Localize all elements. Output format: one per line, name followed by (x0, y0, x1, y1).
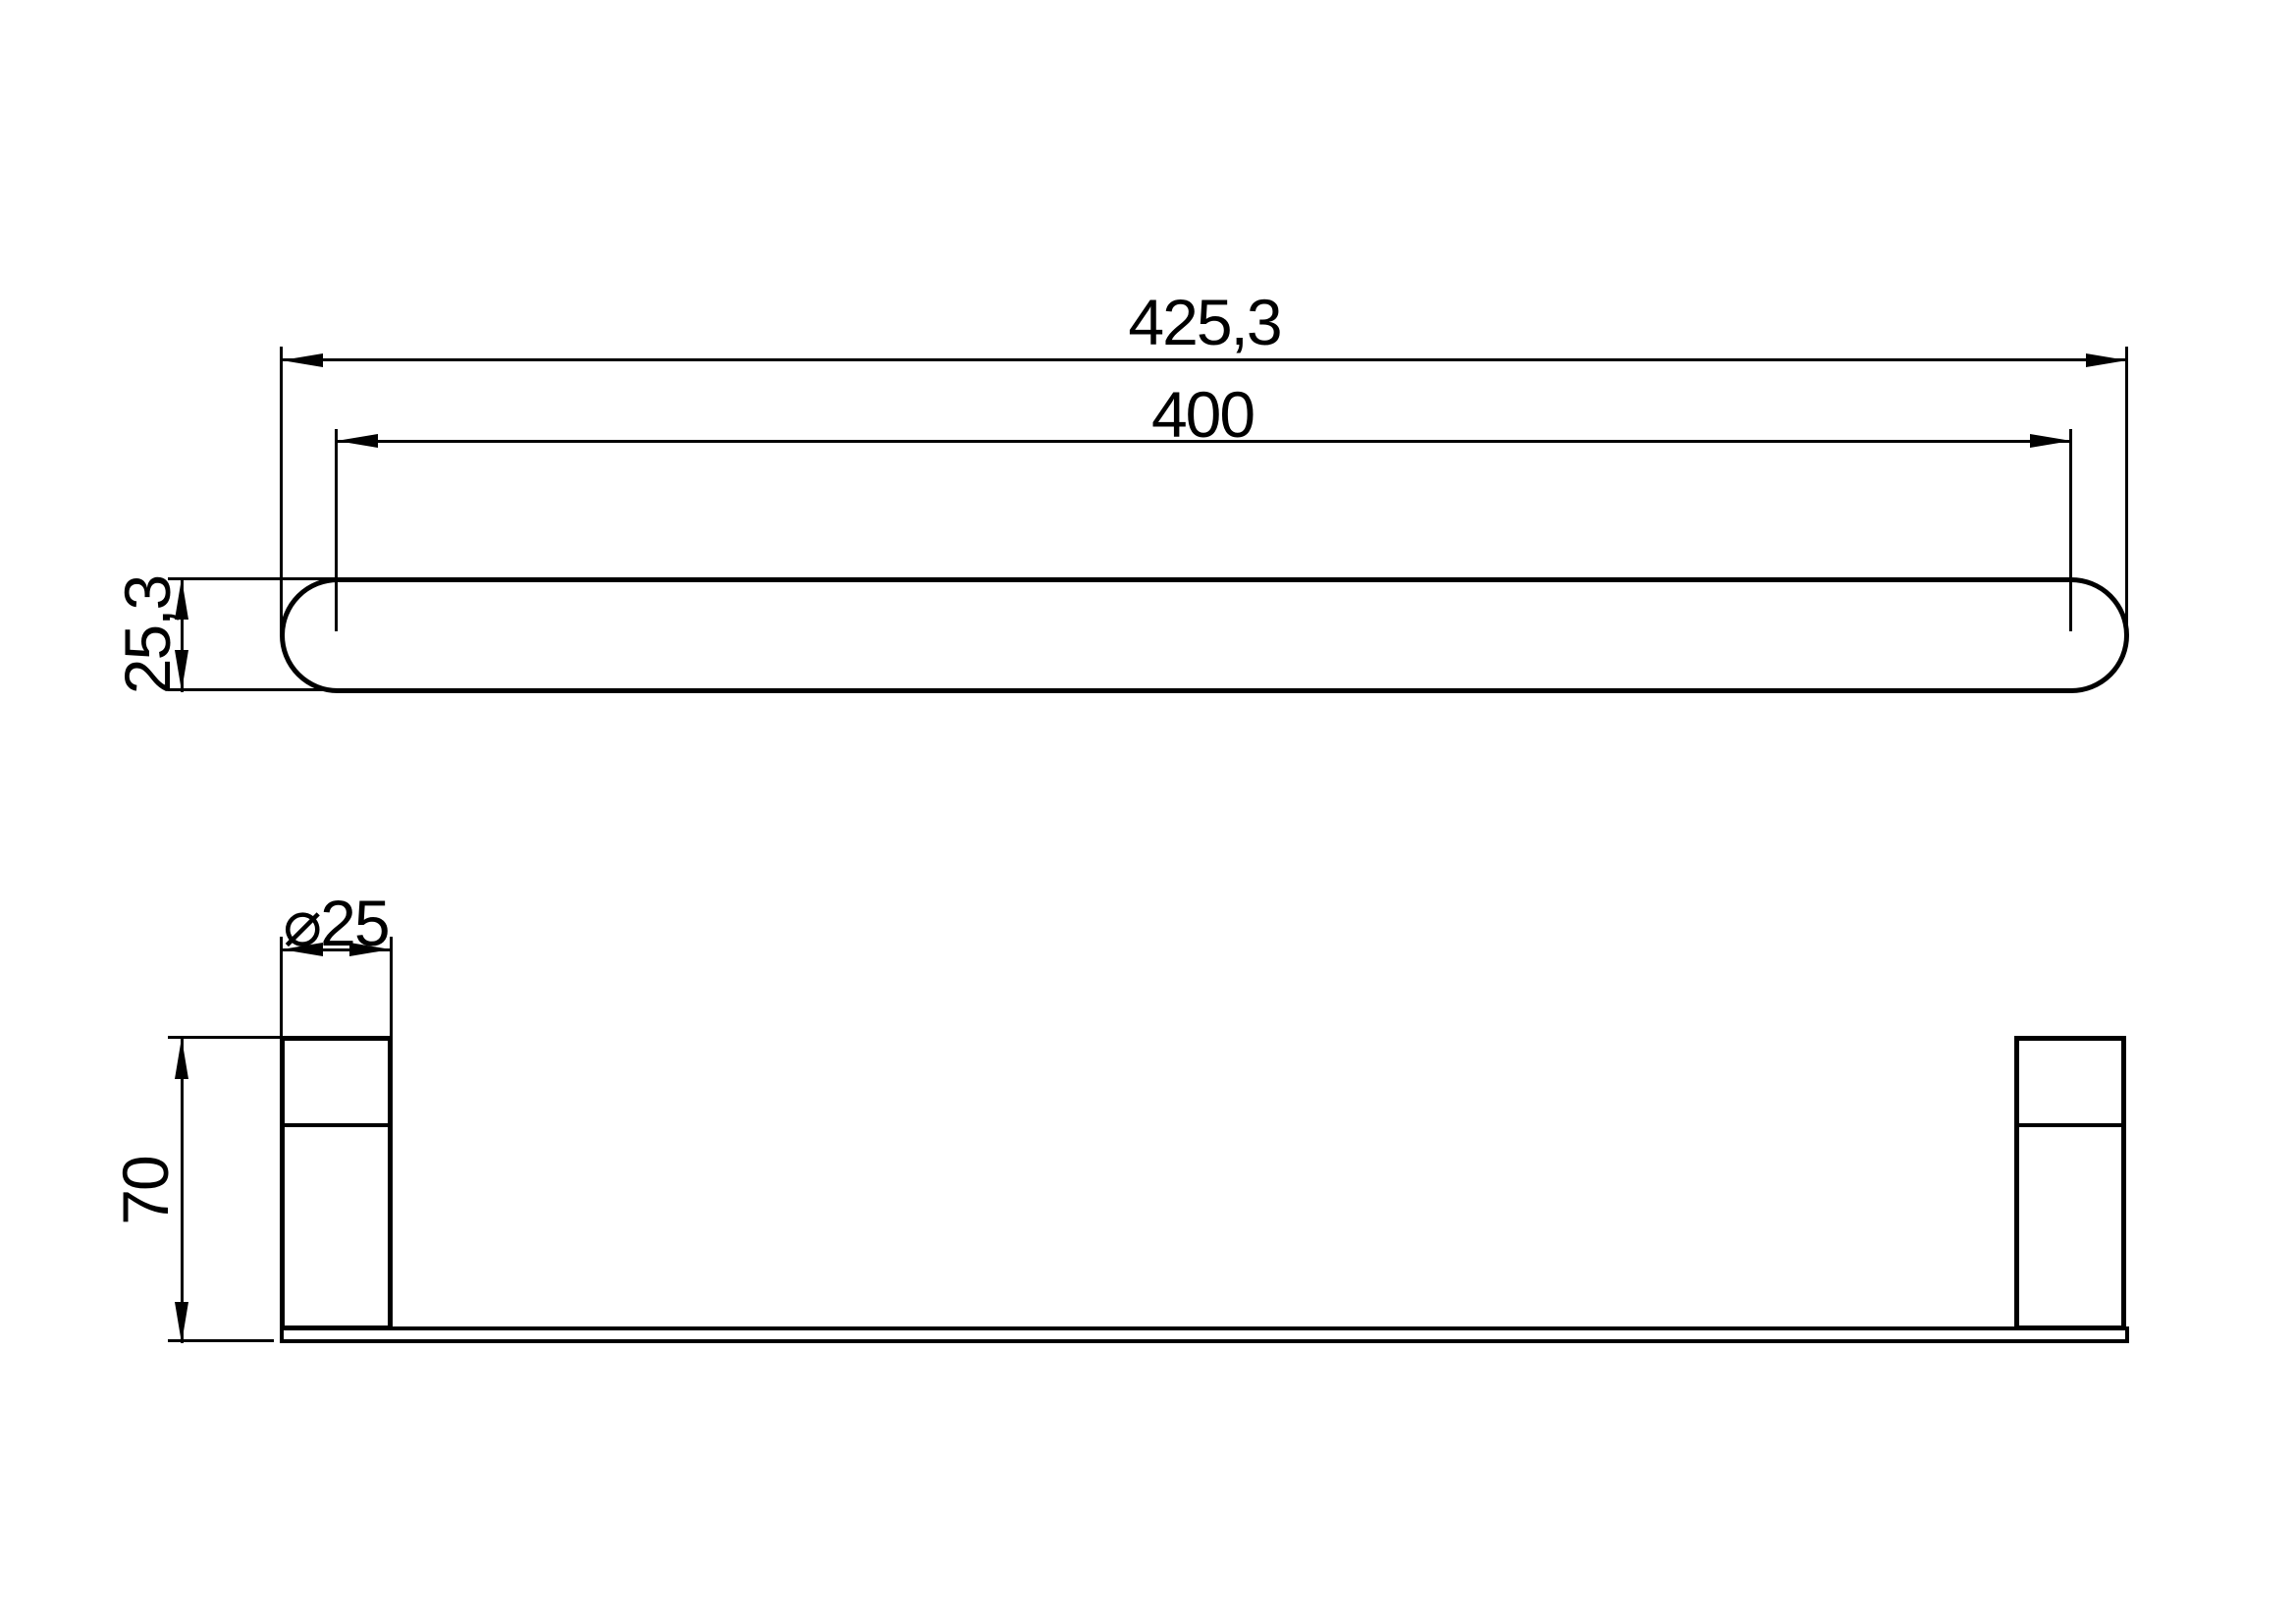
dim-centers-ext-right (2069, 429, 2072, 631)
dim-diameter-label: ⌀25 (283, 887, 390, 959)
dim-depth-ext-bottom (168, 688, 342, 691)
dim-depth-ext-top (168, 577, 342, 580)
left-post-cap-line (280, 1123, 393, 1127)
dim-height-arrowhead-top-icon (175, 1038, 188, 1079)
left-mounting-post (280, 1036, 393, 1330)
dim-overall-line (282, 358, 2127, 361)
dim-diameter-ext-left (280, 937, 283, 1038)
dim-height-label: 70 (109, 1157, 182, 1225)
dim-depth-arrowhead-bottom-icon (175, 650, 188, 691)
right-mounting-post (2014, 1036, 2126, 1330)
right-post-cap-line (2014, 1123, 2126, 1127)
dim-diameter-arrowhead-left-icon (282, 943, 323, 956)
dim-overall-ext-left (280, 347, 283, 636)
dim-centers-label: 400 (1150, 378, 1255, 451)
dim-overall-arrowhead-right-icon (2086, 353, 2127, 367)
dim-centers-ext-left (335, 429, 338, 631)
dim-centers-arrowhead-right-icon (2030, 434, 2071, 448)
dim-height-arrowhead-bottom-icon (175, 1302, 188, 1343)
dim-diameter-line (282, 948, 393, 951)
dim-height-ext-bottom (168, 1339, 274, 1342)
dim-height-ext-top (168, 1036, 280, 1039)
dim-overall-arrowhead-left-icon (282, 353, 323, 367)
dim-centers-line (337, 440, 2071, 443)
dim-depth-arrowhead-top-icon (175, 578, 188, 620)
rail-profile-outline (280, 577, 2129, 693)
rail-bar-front (280, 1326, 2129, 1343)
dim-overall-label: 425,3 (1128, 286, 1282, 358)
dim-centers-arrowhead-left-icon (337, 434, 378, 448)
dim-overall-ext-right (2125, 347, 2128, 636)
dim-diameter-arrowhead-right-icon (349, 943, 391, 956)
dim-depth-label: 25,3 (111, 575, 184, 695)
dim-diameter-ext-right (390, 937, 393, 1038)
dim-height-line (181, 1038, 184, 1343)
dim-depth-line (181, 578, 184, 692)
